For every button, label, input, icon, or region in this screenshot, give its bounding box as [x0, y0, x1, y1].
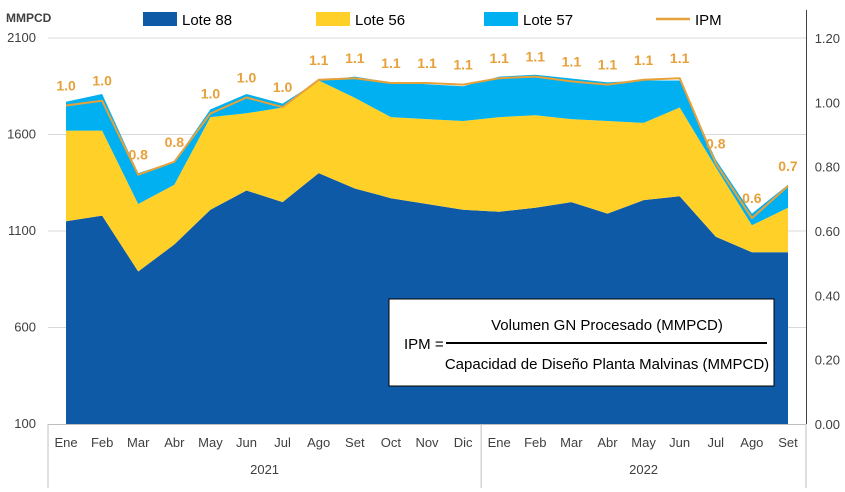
- ipm-label-18: 0.8: [706, 135, 726, 151]
- ipm-label-9: 1.1: [381, 55, 401, 71]
- formula-denominator: Capacidad de Diseño Planta Malvinas (MMP…: [445, 356, 769, 373]
- ipm-label-19: 0.6: [742, 190, 762, 206]
- x-tick-3: Abr: [164, 435, 185, 450]
- ipm-label-2: 0.8: [129, 147, 149, 163]
- ipm-label-5: 1.0: [237, 70, 257, 86]
- x-tick-6: Jul: [274, 435, 291, 450]
- ipm-label-12: 1.1: [489, 50, 509, 66]
- y-left-tick-2100: 2100: [7, 30, 36, 45]
- ipm-line: [65, 75, 789, 220]
- ipm-label-0: 1.0: [56, 78, 76, 94]
- x-tick-1: Feb: [91, 435, 113, 450]
- x-tick-20: Set: [778, 435, 798, 450]
- x-tick-2: Mar: [127, 435, 150, 450]
- year-label-2021: 2021: [250, 462, 279, 477]
- area-lote-57: [66, 74, 788, 226]
- year-label-2022: 2022: [629, 462, 658, 477]
- legend-label-lote-56: Lote 56: [355, 12, 405, 29]
- formula-numerator: Volumen GN Procesado (MMPCD): [491, 317, 723, 334]
- y-right-tick-0.60: 0.60: [815, 224, 840, 239]
- x-tick-13: Feb: [524, 435, 546, 450]
- y-right-tick-0.00: 0.00: [815, 417, 840, 432]
- area-lote-56: [66, 80, 788, 272]
- x-tick-4: May: [198, 435, 223, 450]
- ipm-label-17: 1.1: [670, 50, 690, 66]
- y-right-tick-1.20: 1.20: [815, 31, 840, 46]
- legend-label-ipm: IPM: [695, 12, 722, 29]
- y-right-tick-0.20: 0.20: [815, 353, 840, 368]
- legend-label-lote-88: Lote 88: [182, 12, 232, 29]
- x-tick-17: Jun: [669, 435, 690, 450]
- x-tick-0: Ene: [54, 435, 77, 450]
- x-tick-11: Dic: [454, 435, 473, 450]
- ipm-label-8: 1.1: [345, 50, 365, 66]
- legend-swatch-lote-56: [316, 12, 350, 26]
- x-tick-8: Set: [345, 435, 365, 450]
- y-right-tick-0.40: 0.40: [815, 288, 840, 303]
- axes: 100 600 1100 1600 2100 0.00 0.20 0.40 0.60 0.80 1.…: [7, 10, 840, 488]
- ipm-label-13: 1.1: [526, 49, 546, 65]
- legend-swatch-lote-57: [484, 12, 518, 26]
- ipm-label-14: 1.1: [562, 53, 582, 69]
- ipm-data-labels: 1.0 1.0 0.8 0.8 1.0 1.0 1.0 1.1 1.1 1.1 1.1 1.1 1.1 1…: [56, 49, 798, 207]
- ipm-label-6: 1.0: [273, 79, 293, 95]
- ipm-label-11: 1.1: [453, 57, 473, 73]
- ipm-formula-box: IPM = Volumen GN Procesado (MMPCD) Capac…: [388, 298, 775, 387]
- legend-label-lote-57: Lote 57: [523, 12, 573, 29]
- y-right-tick-1.00: 1.00: [815, 95, 840, 110]
- y-left-tick-100: 100: [14, 416, 36, 431]
- ipm-label-3: 0.8: [165, 134, 185, 150]
- y-right-tick-0.80: 0.80: [815, 160, 840, 175]
- x-tick-12: Ene: [488, 435, 511, 450]
- y-left-tick-600: 600: [14, 320, 36, 335]
- y-left-unit-label: MMPCD: [6, 11, 52, 25]
- x-tick-15: Abr: [597, 435, 618, 450]
- ipm-label-4: 1.0: [201, 86, 221, 102]
- ipm-label-1: 1.0: [92, 73, 112, 89]
- ipm-label-15: 1.1: [598, 57, 618, 73]
- ipm-label-10: 1.1: [417, 55, 437, 71]
- ipm-label-16: 1.1: [634, 52, 654, 68]
- x-tick-10: Nov: [415, 435, 439, 450]
- x-tick-9: Oct: [381, 435, 402, 450]
- x-tick-14: Mar: [560, 435, 583, 450]
- x-tick-19: Ago: [740, 435, 763, 450]
- ipm-line-group: [65, 75, 789, 220]
- y-left-tick-1600: 1600: [7, 127, 36, 142]
- y-left-tick-1100: 1100: [8, 223, 36, 238]
- formula-lhs: IPM =: [404, 336, 444, 353]
- legend: Lote 88 Lote 56 Lote 57 IPM: [143, 12, 722, 29]
- legend-swatch-lote-88: [143, 12, 177, 26]
- ipm-label-20: 0.7: [778, 158, 798, 174]
- x-tick-7: Ago: [307, 435, 330, 450]
- x-tick-16: May: [631, 435, 656, 450]
- x-tick-5: Jun: [236, 435, 257, 450]
- x-tick-18: Jul: [707, 435, 724, 450]
- ipm-label-7: 1.1: [309, 52, 329, 68]
